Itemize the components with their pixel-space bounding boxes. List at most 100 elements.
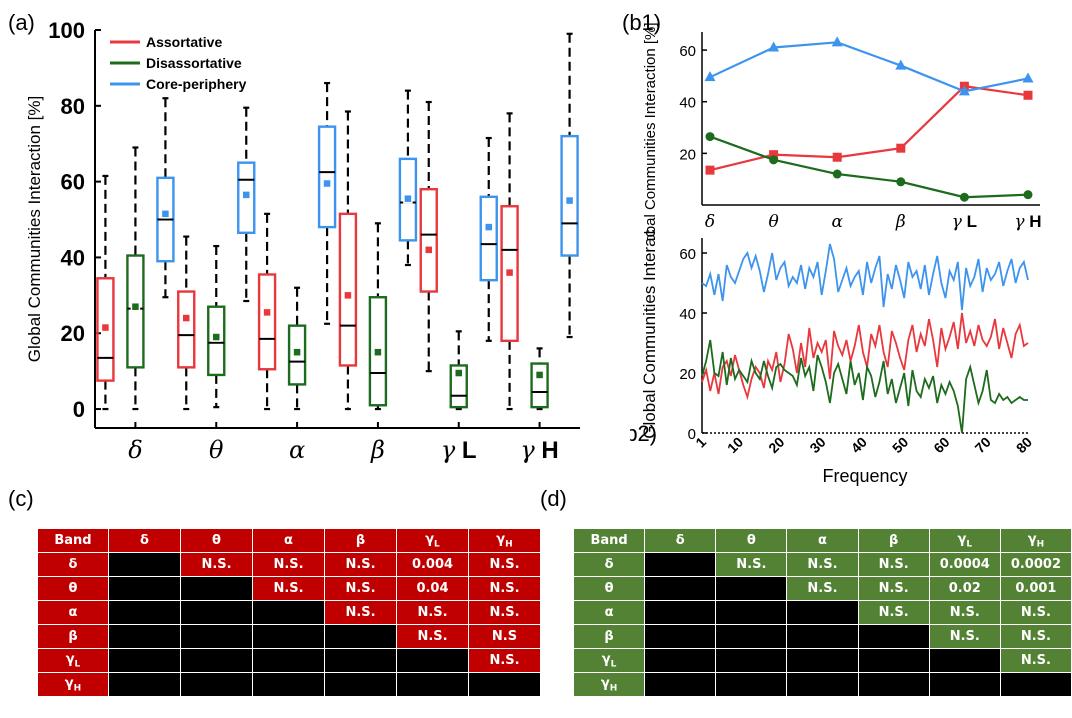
table-cell-pvalue: N.S. [857,552,930,577]
x-tick-label: 60 [930,434,952,456]
mean-marker [403,193,413,204]
mean-marker [534,370,545,380]
table-header-cell: Band [37,528,109,553]
box [419,187,438,293]
table-cell-pvalue: 0.0004 [928,552,1001,577]
table-header-row: Band δ θ α β γL γH [572,528,1072,553]
table-cell-empty [180,648,253,673]
table-cell-pvalue: N.S. [857,600,930,625]
table-header-cell: α [252,528,325,553]
panel-label-b2: (b2) [630,421,657,446]
x-tick-label: 10 [724,434,746,456]
table-row: α N.S. N.S. N.S. [37,600,541,625]
table-cell-empty [715,600,788,625]
mean-marker [504,267,515,278]
x-tick-label: θ [209,436,224,464]
y-tick-label: 60 [61,170,85,195]
table-cell-empty [252,600,325,625]
table-row-label: θ [37,576,109,601]
data-point [705,165,715,175]
significance-table-assortative: Band δ θ α β γL γH δ N.S. N.S. N.S. 0.004 N.S. θ N.S. N… [37,528,541,697]
table-header-cell: δ [644,528,717,553]
box-plot-chart: 0 20 40 60 80 100 Global Communities Interacti… [25,18,580,464]
table-header-cell: γL [396,528,469,553]
data-point [769,155,779,165]
x-tick-label: 20 [765,434,787,456]
table-cell-empty [857,624,930,649]
table-header-cell: θ [180,528,253,553]
y-axis-label: Global Communities Interaction [%] [640,230,659,439]
panel-label-c: (c) [8,486,34,511]
box [207,305,226,377]
y-tick-label: 20 [679,366,696,383]
table-cell-empty [857,648,930,673]
table-row-label: α [37,600,109,625]
mean-marker [424,245,434,255]
table-cell-empty [324,672,397,697]
table-cell-empty [108,672,181,697]
table-row-label: δ [572,552,646,577]
x-tick-label: 70 [972,434,994,456]
x-axis-label: Frequency [822,466,907,486]
table-cell-empty [644,648,717,673]
data-point [1023,190,1033,200]
table-cell-pvalue: N.S. [468,576,541,601]
table-cell-pvalue: N.S. [999,600,1072,625]
table-header-cell: β [324,528,397,553]
x-tick-label: δ [128,436,142,464]
table-cell-empty [928,672,1001,697]
table-row: θ N.S. N.S. 0.04 N.S. [37,576,541,601]
table-cell-empty [644,600,717,625]
table-cell-empty [324,624,397,649]
table-cell-empty [108,552,181,577]
y-axis-label-b1: Global Communities Interaction [%] [642,22,659,240]
x-tick-label: γ L [441,436,477,464]
data-point [832,152,842,162]
mean-marker [564,195,575,206]
series-line [709,135,1029,199]
table-row: β N.S. N.S [37,624,541,649]
table-cell-pvalue: N.S. [396,624,469,649]
table-header-cell: Band [572,528,646,553]
table-cell-empty [396,648,469,673]
table-row: γL N.S. [572,648,1072,673]
y-tick-label: 0 [73,397,85,422]
table-cell-empty [644,672,717,697]
series-line [709,85,1029,172]
legend-label: Core-periphery [146,76,247,92]
table-cell-pvalue: N.S. [715,552,788,577]
x-tick-label: 1 [692,434,709,451]
data-point [895,59,907,70]
y-tick-label: 40 [61,245,85,270]
x-tick-label: β [895,212,906,232]
box [126,254,145,369]
table-row-label: δ [37,552,109,577]
table-cell-pvalue: N.S. [324,552,397,577]
table-header-cell: α [786,528,859,553]
table-header-cell: β [857,528,930,553]
table-row: γH [37,672,541,697]
table-cell-pvalue: N.S. [468,552,541,577]
table-cell-pvalue: N.S. [468,648,541,673]
mean-marker [241,190,251,200]
significance-table-disassortative: Band δ θ α β γL γH δ N.S. N.S. N.S. 0.0004 0.0002 θ N.… [572,528,1072,697]
y-axis-label: Global Communities Interaction [%] [25,96,44,362]
box [449,364,468,409]
x-tick-label: 50 [889,434,911,456]
series-line [701,312,1029,401]
box [398,157,418,242]
data-point [896,143,906,153]
band-line-chart: 20 40 60 δ θ α β γ L γ H Global Communities Inter… [642,22,1042,240]
table-cell-empty [928,648,1001,673]
table-cell-pvalue: N.S. [786,552,859,577]
table-row: δ N.S. N.S. N.S. 0.0004 0.0002 [572,552,1072,577]
table-row-label: β [572,624,646,649]
table-cell-empty [108,600,181,625]
box [237,161,256,234]
table-cell-empty [180,576,253,601]
table-row: γL N.S. [37,648,541,673]
table-cell-empty [108,648,181,673]
table-cell-pvalue: N.S. [180,552,253,577]
table-cell-empty [715,672,788,697]
x-tick-label: 30 [806,434,828,456]
